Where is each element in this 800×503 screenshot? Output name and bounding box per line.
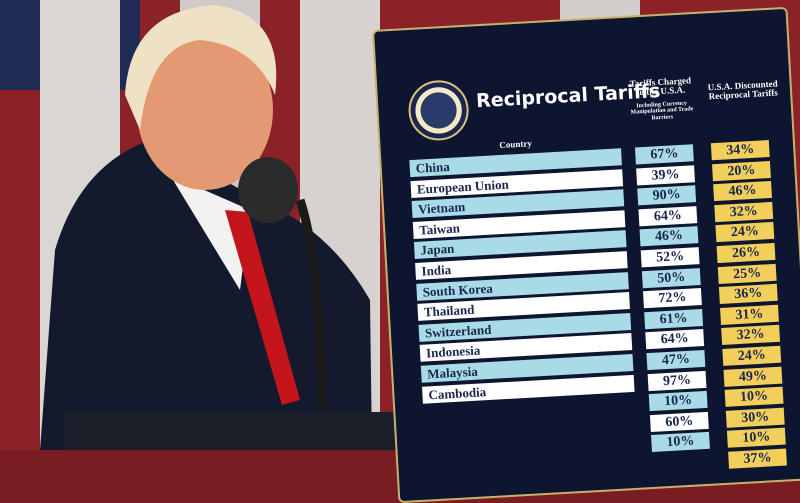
discounted-cell: 24% (722, 345, 782, 366)
discounted-cell: 46% (713, 181, 773, 202)
mic-stand (295, 198, 327, 411)
tie (225, 210, 300, 405)
discounted-cell: 32% (721, 325, 781, 346)
column-header: U.S.A. Discounted Reciprocal Tariffs (707, 78, 778, 102)
charged-cell: 47% (646, 349, 706, 371)
discounted-cell: 34% (710, 140, 770, 161)
column-header: Tariffs Charged to the U.S.A. (629, 75, 692, 98)
charged-cell: 97% (647, 370, 707, 391)
discounted-cell: 25% (717, 263, 777, 284)
charged-cell: 60% (649, 411, 709, 432)
hair (125, 5, 277, 130)
shirt (170, 175, 250, 290)
charged-cell: 61% (644, 308, 704, 330)
charged-cell: 10% (651, 432, 710, 453)
face (137, 30, 273, 190)
charged-cell: 72% (643, 288, 702, 309)
tariff-board: Reciprocal Tariffs Country Tariffs Charg… (372, 6, 800, 503)
charged-cell: 90% (637, 185, 697, 206)
discounted-cell: 10% (726, 427, 786, 449)
discounted-cell: 32% (714, 201, 774, 222)
discounted-cell: 10% (724, 386, 784, 408)
charged-cell: 64% (645, 329, 705, 350)
charged-cell: 50% (641, 267, 701, 288)
discounted-cell: 20% (712, 160, 771, 181)
charged-cell: 46% (639, 226, 699, 247)
charged-cell: 67% (634, 144, 694, 165)
discounted-cell: 37% (728, 448, 787, 469)
discounted-cell: 31% (720, 304, 779, 325)
column-note: Including Currency Manipulation and Trad… (630, 100, 694, 122)
discounted-cell: 36% (718, 283, 778, 305)
discounted-cell: 26% (716, 242, 776, 264)
charged-cell: 39% (636, 164, 695, 186)
discounted-cell: 24% (715, 222, 775, 243)
discounted-cell: 30% (725, 407, 785, 428)
presidential-seal (406, 78, 471, 143)
discounted-cell: 49% (723, 366, 783, 387)
charged-cell: 10% (648, 391, 708, 412)
microphone (238, 157, 298, 223)
charged-cell: 52% (640, 247, 700, 268)
charged-cell: 64% (638, 205, 698, 227)
